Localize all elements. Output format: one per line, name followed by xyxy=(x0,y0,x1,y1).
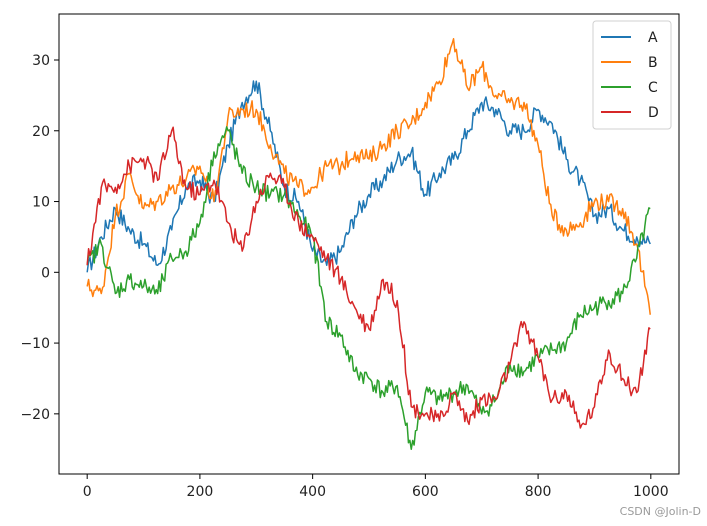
x-tick-label: 0 xyxy=(83,484,92,500)
legend-label-D: D xyxy=(648,105,659,121)
series-line-B xyxy=(86,38,651,315)
legend-label-A: A xyxy=(648,30,658,46)
legend-label-C: C xyxy=(648,80,658,96)
y-tick-label: 30 xyxy=(32,53,50,69)
y-tick-label: 0 xyxy=(41,265,50,281)
y-tick-label: 20 xyxy=(32,124,50,140)
x-tick-label: 800 xyxy=(525,484,552,500)
x-tick-label: 600 xyxy=(412,484,439,500)
plot-frame xyxy=(58,13,680,475)
y-tick-label: −20 xyxy=(20,407,50,423)
x-tick-label: 400 xyxy=(299,484,326,500)
x-tick-label: 1000 xyxy=(633,484,669,500)
legend-box xyxy=(592,20,672,130)
watermark: CSDN @Jolin-D xyxy=(619,505,701,518)
series-line-C xyxy=(86,126,651,450)
y-tick-label: −10 xyxy=(20,336,50,352)
series-line-D xyxy=(86,126,651,429)
series-line-A xyxy=(86,80,651,273)
x-tick-label: 200 xyxy=(187,484,214,500)
legend-label-B: B xyxy=(648,55,658,71)
y-tick-label: 10 xyxy=(32,195,50,211)
